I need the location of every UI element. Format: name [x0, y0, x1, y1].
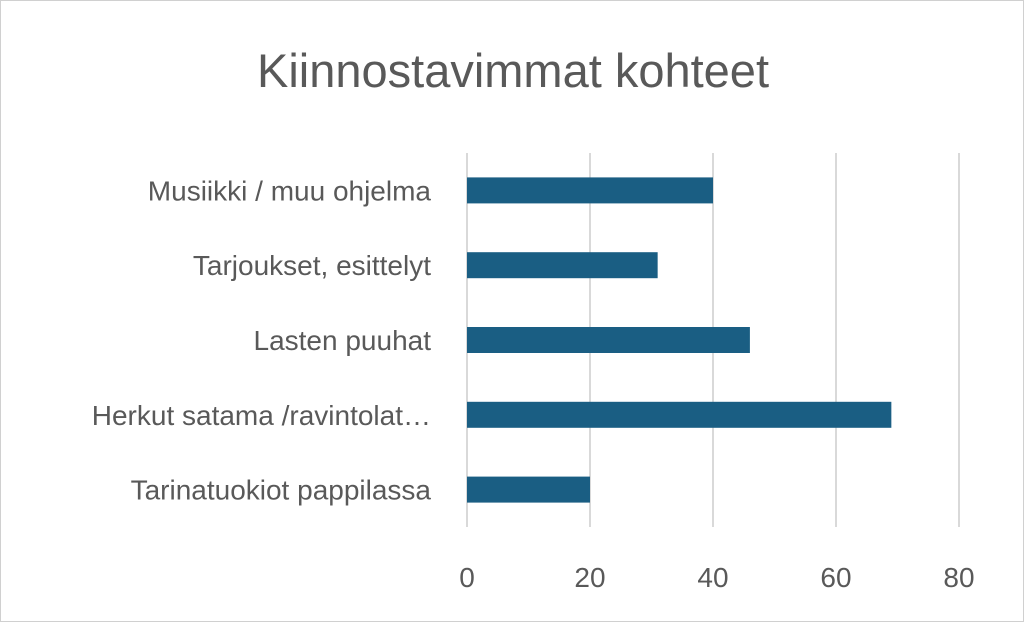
x-tick-label: 80 — [943, 562, 974, 593]
category-label: Tarjoukset, esittelyt — [193, 250, 431, 281]
category-label: Lasten puuhat — [254, 325, 432, 356]
x-tick-labels: 0 20 40 60 80 — [459, 562, 974, 593]
category-labels: Musiikki / muu ohjelma Tarjoukset, esitte… — [92, 175, 432, 505]
category-label: Tarinatuokiot pappilassa — [131, 475, 432, 506]
x-tick-label: 20 — [574, 562, 605, 593]
x-tick-label: 60 — [820, 562, 851, 593]
x-tick-label: 0 — [459, 562, 475, 593]
bar — [467, 252, 658, 279]
bar — [467, 327, 750, 353]
chart-title: Kiinnostavimmat kohteet — [257, 44, 769, 97]
bar — [467, 177, 713, 204]
bars — [467, 177, 892, 503]
bar — [467, 401, 892, 428]
bar — [467, 476, 590, 503]
category-label: Musiikki / muu ohjelma — [148, 175, 432, 206]
category-label: Herkut satama /ravintolat… — [92, 400, 431, 431]
x-tick-label: 40 — [697, 562, 728, 593]
